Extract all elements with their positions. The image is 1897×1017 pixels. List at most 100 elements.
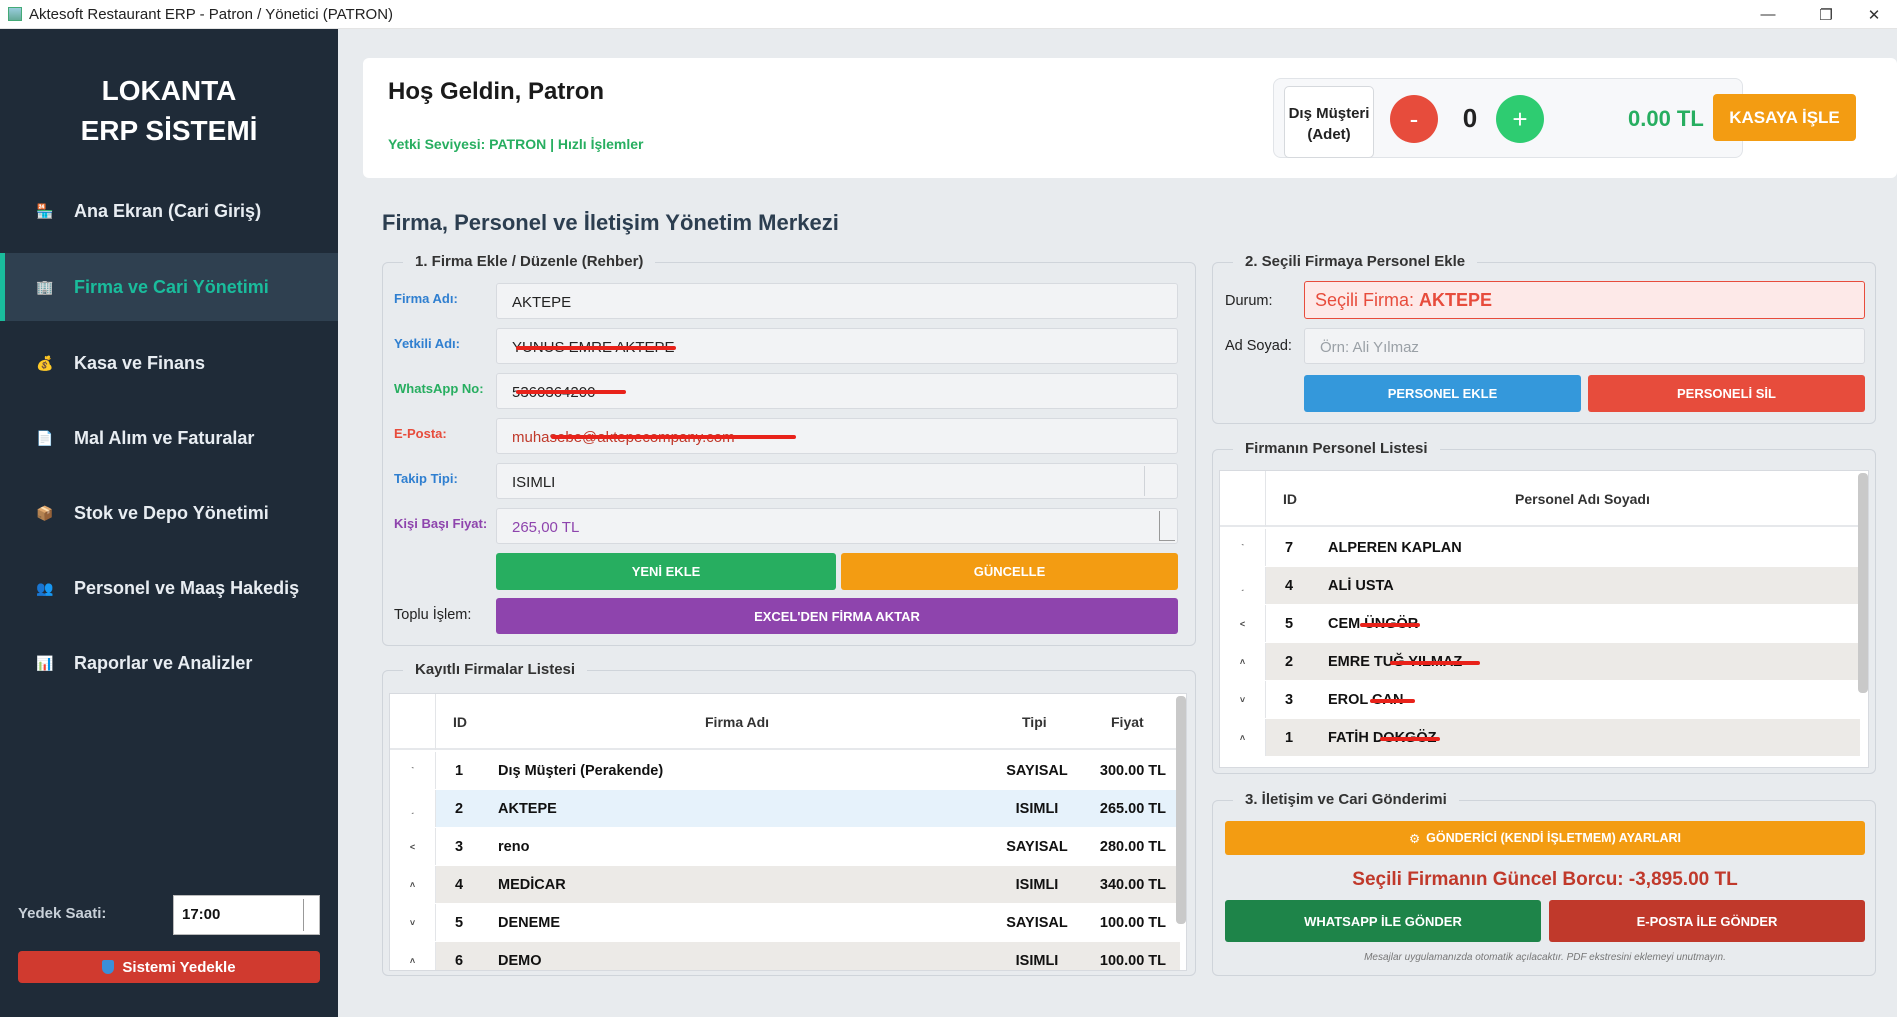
sidebar-item-stock[interactable]: 📦 Stok ve Depo Yönetimi (0, 479, 338, 547)
sidebar-item-label: Personel ve Maaş Hakediş (74, 577, 300, 598)
firm-table-header: ID Firma Adı Tipi Fiyat (390, 694, 1180, 750)
unit-price-label: Kişi Başı Fiyat: (394, 516, 488, 531)
whatsapp-send-button[interactable]: WHATSAPP İLE GÖNDER (1225, 900, 1541, 942)
backup-button-label: Sistemi Yedekle (122, 958, 236, 976)
delete-staff-button[interactable]: PERSONELİ SİL (1588, 375, 1865, 412)
sidebar: LOKANTA ERP SİSTEMİ 🏪 Ana Ekran (Cari Gi… (0, 29, 338, 1017)
maximize-icon[interactable]: ❐ (1819, 6, 1833, 24)
cell-name: MEDİCAR (498, 877, 566, 893)
minimize-icon[interactable]: — (1760, 6, 1776, 23)
page-title: Firma, Personel ve İletişim Yönetim Merk… (382, 210, 839, 235)
debt-text: Seçili Firmanın Güncel Borcu: -3,895.00 … (1352, 869, 1738, 890)
decrement-button[interactable]: - (1390, 95, 1438, 143)
col-id[interactable]: ID (453, 714, 467, 730)
firm-name-value: AKTEPE (512, 294, 572, 311)
cell-id: 5 (1285, 616, 1294, 632)
cell-type: SAYISAL (1006, 763, 1068, 779)
sidebar-item-staff[interactable]: 👥 Personel ve Maaş Hakediş (0, 554, 338, 622)
staff-table-header: ID Personel Adı Soyadı (1220, 471, 1860, 527)
quantity-label-line-2: (Adet) (1307, 126, 1351, 143)
excel-import-button[interactable]: EXCEL'DEN FİRMA AKTAR (496, 598, 1178, 634)
price-spinner[interactable] (1159, 511, 1175, 541)
header-corner (1220, 471, 1266, 527)
sidebar-item-reports[interactable]: 📊 Raporlar ve Analizler (0, 629, 338, 697)
sidebar-item-cash[interactable]: 💰 Kasa ve Finans (0, 329, 338, 397)
table-row[interactable]: ˼ 4 ALİ USTA (1220, 567, 1860, 604)
row-header: ˼ (1220, 567, 1266, 604)
cell-id: 4 (455, 877, 464, 893)
window-title: Aktesoft Restaurant ERP - Patron / Yönet… (29, 5, 394, 23)
cell-id: 7 (1285, 540, 1294, 556)
row-header: ˅ (1220, 681, 1266, 718)
col-type[interactable]: Tipi (1022, 714, 1047, 730)
money-bag-icon: 💰 (36, 354, 54, 371)
firm-name-label: Firma Adı: (394, 291, 458, 306)
cell-name: EROL CAN (1328, 692, 1404, 708)
col-id[interactable]: ID (1283, 491, 1297, 507)
cell-price: 100.00 TL (1099, 915, 1166, 931)
firm-form-group: 1. Firma Ekle / Düzenle (Rehber) Firma A… (382, 253, 1196, 646)
window-titlebar: Aktesoft Restaurant ERP - Patron / Yönet… (0, 0, 1897, 29)
staff-name-input[interactable]: Örn: Ali Yılmaz (1304, 328, 1865, 364)
update-firm-button[interactable]: GÜNCELLE (841, 553, 1178, 590)
sidebar-item-label: Stok ve Depo Yönetimi (74, 502, 269, 523)
backup-time-input[interactable]: 17:00 (173, 895, 320, 935)
staff-name-placeholder: Örn: Ali Yılmaz (1320, 339, 1419, 356)
row-header: ˄ (390, 942, 436, 970)
sender-settings-button[interactable]: ⚙ GÖNDERİCİ (KENDİ İŞLETMEM) AYARLARI (1225, 821, 1865, 855)
table-row[interactable]: ˄ 6 DEMO ISIMLI 100.00 TL (390, 942, 1180, 970)
cell-id: 5 (455, 915, 464, 931)
col-firm-name[interactable]: Firma Adı (705, 714, 770, 730)
status-label: Durum: (1225, 293, 1273, 309)
firm-table-scrollbar[interactable] (1176, 696, 1186, 924)
email-input[interactable]: muhasebe@aktepecompany.com (496, 418, 1178, 454)
table-row[interactable]: ˅ 5 DENEME SAYISAL 100.00 TL (390, 904, 1180, 941)
staff-form-legend: 2. Seçili Firmaya Personel Ekle (1233, 253, 1478, 270)
increment-button[interactable]: + (1496, 95, 1544, 143)
cell-id: 3 (1285, 692, 1294, 708)
redaction-mark (551, 435, 796, 439)
table-row[interactable]: ˺ 7 ALPEREN KAPLAN (1220, 529, 1860, 566)
table-row[interactable]: ˄ 2 EMRE TUĞ YILMAZ (1220, 643, 1860, 680)
brand-line-1: LOKANTA (101, 75, 237, 106)
tracking-type-label: Takip Tipi: (394, 471, 458, 486)
status-prefix: Seçili Firma: (1315, 290, 1415, 310)
register-button[interactable]: KASAYA İŞLE (1713, 94, 1856, 141)
backup-time-value: 17:00 (182, 906, 221, 923)
add-staff-button[interactable]: PERSONEL EKLE (1304, 375, 1581, 412)
quantity-label-line-1: Dış Müşteri (1288, 105, 1370, 122)
table-row[interactable]: ˂ 5 CEM ÜNGÖR (1220, 605, 1860, 642)
table-row[interactable]: ˼ 2 AKTEPE ISIMLI 265.00 TL (390, 790, 1180, 827)
table-row[interactable]: ˂ 3 reno SAYISAL 280.00 TL (390, 828, 1180, 865)
cell-type: ISIMLI (1015, 953, 1059, 969)
contact-group: 3. İletişim ve Cari Gönderimi ⚙ GÖNDERİC… (1212, 791, 1876, 976)
table-row[interactable]: ˺ 1 Dış Müşteri (Perakende) SAYISAL 300.… (390, 752, 1180, 789)
table-row[interactable]: ˄ 4 MEDİCAR ISIMLI 340.00 TL (390, 866, 1180, 903)
col-price[interactable]: Fiyat (1111, 714, 1144, 730)
cell-type: SAYISAL (1006, 839, 1068, 855)
col-staff-name[interactable]: Personel Adı Soyadı (1515, 491, 1650, 507)
tracking-type-select[interactable]: ISIMLI (496, 463, 1178, 499)
bulk-operation-label: Toplu İşlem: (394, 607, 472, 623)
firm-name-input[interactable]: AKTEPE (496, 283, 1178, 319)
unit-price-input[interactable]: 265,00 TL (496, 508, 1178, 544)
role-text: Yetki Seviyesi: PATRON | Hızlı İşlemler (388, 136, 644, 152)
add-firm-button[interactable]: YENİ EKLE (496, 553, 836, 590)
close-icon[interactable]: ✕ (1867, 6, 1881, 24)
staff-list-group: Firmanın Personel Listesi ID Personel Ad… (1212, 440, 1876, 774)
gear-icon: ⚙ (1408, 831, 1421, 846)
sidebar-item-home[interactable]: 🏪 Ana Ekran (Cari Giriş) (0, 177, 338, 245)
sidebar-item-firms[interactable]: 🏢 Firma ve Cari Yönetimi (0, 253, 338, 321)
row-header: ˄ (390, 866, 436, 903)
table-row[interactable]: ˅ 3 EROL CAN (1220, 681, 1860, 718)
staff-table-scrollbar[interactable] (1858, 473, 1868, 693)
sidebar-item-label: Mal Alım ve Faturalar (74, 427, 255, 448)
backup-button[interactable]: Sistemi Yedekle (18, 951, 320, 983)
row-header: ˄ (1220, 643, 1266, 680)
contact-legend: 3. İletişim ve Cari Gönderimi (1233, 791, 1459, 808)
table-row[interactable]: ˄ 1 FATİH DOKGÖZ (1220, 719, 1860, 756)
sidebar-item-invoices[interactable]: 📄 Mal Alım ve Faturalar (0, 404, 338, 472)
redaction-mark (516, 390, 626, 394)
email-send-button[interactable]: E-POSTA İLE GÖNDER (1549, 900, 1865, 942)
time-spinner[interactable] (303, 899, 317, 931)
